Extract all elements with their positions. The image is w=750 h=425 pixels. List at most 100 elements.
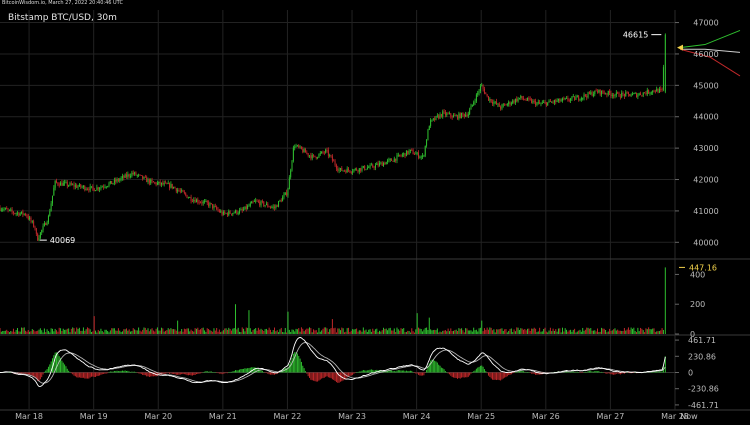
volume-bar	[169, 329, 171, 334]
volume-bar	[474, 330, 476, 334]
candle-body	[391, 159, 393, 161]
volume-bar	[236, 329, 238, 334]
macd-histogram-bar	[428, 363, 430, 373]
volume-bar	[174, 329, 176, 334]
candle-body	[619, 96, 621, 98]
macd-histogram-bar	[125, 370, 127, 373]
macd-histogram-bar	[411, 370, 413, 373]
macd-histogram-bar	[508, 372, 510, 376]
macd-histogram-bar	[64, 364, 66, 373]
volume-bar	[265, 328, 267, 334]
candle-body	[256, 200, 258, 202]
macd-histogram-bar	[111, 371, 113, 373]
volume-bar	[178, 331, 180, 334]
candle-body	[438, 115, 440, 119]
volume-bar	[310, 328, 312, 334]
macd-histogram-bar	[135, 372, 137, 373]
volume-bar	[470, 330, 472, 334]
macd-histogram-bar	[583, 371, 585, 373]
candle-body	[268, 206, 270, 208]
volume-bar	[282, 331, 284, 334]
volume-bar	[578, 330, 580, 334]
candle-body	[237, 213, 239, 214]
candle-body	[97, 187, 99, 190]
macd-histogram-bar	[654, 371, 656, 373]
volume-bar	[152, 330, 154, 334]
macd-histogram-bar	[76, 372, 78, 378]
candle-body	[115, 179, 117, 182]
volume-bar	[617, 329, 619, 334]
macd-histogram-bar	[290, 361, 292, 373]
macd-histogram-bar	[369, 369, 371, 373]
candle-body	[3, 209, 5, 210]
candle-body	[423, 155, 425, 157]
volume-bar	[527, 328, 529, 334]
volume-bar	[249, 328, 251, 334]
candle-body	[556, 100, 558, 102]
volume-bar	[291, 329, 293, 334]
macd-histogram-bar	[178, 372, 180, 375]
macd-histogram-bar	[623, 372, 625, 374]
candle-body	[506, 104, 508, 106]
volume-bar	[260, 328, 262, 334]
price-tick-label: 46000	[693, 50, 718, 59]
macd-histogram-bar	[439, 365, 441, 373]
macd-histogram-bar	[131, 371, 133, 373]
macd-histogram-bar	[271, 372, 273, 375]
candle-body	[395, 158, 397, 161]
volume-bar	[348, 327, 350, 334]
volume-bar	[27, 330, 29, 334]
volume-bar	[498, 329, 500, 334]
candle-body	[393, 158, 395, 162]
macd-histogram-bar	[45, 370, 47, 373]
candle-body	[31, 221, 33, 223]
volume-bar	[609, 328, 611, 334]
macd-histogram-bar	[613, 372, 615, 375]
volume-bar	[622, 330, 624, 334]
volume-bar	[311, 332, 313, 334]
macd-histogram-bar	[486, 372, 488, 374]
volume-bar	[213, 328, 215, 334]
macd-histogram-bar	[431, 359, 433, 373]
volume-bar	[4, 330, 6, 334]
candle-body	[447, 113, 449, 115]
candle-body	[128, 174, 130, 177]
volume-bar	[333, 328, 335, 334]
volume-bar	[299, 331, 301, 334]
x-tick-label: Mar 26	[532, 412, 560, 421]
candle-body	[282, 197, 284, 202]
candle-body	[64, 182, 66, 184]
candle-body	[23, 213, 25, 215]
volume-bar	[245, 327, 247, 334]
candle-body	[606, 93, 608, 95]
volume-bar	[298, 328, 300, 334]
macd-histogram-bar	[430, 360, 432, 373]
volume-bar	[189, 331, 191, 334]
macd-histogram-bar	[174, 372, 176, 375]
macd-histogram-bar	[78, 372, 80, 378]
candle-body	[178, 190, 180, 191]
volume-bar	[562, 327, 563, 334]
candle-body	[243, 209, 245, 211]
volume-bar	[244, 331, 246, 334]
macd-histogram-bar	[158, 372, 160, 376]
volume-bar	[645, 328, 647, 334]
macd-histogram-bar	[333, 372, 335, 380]
macd-histogram-bar	[208, 371, 210, 373]
volume-bar	[43, 328, 45, 334]
volume-bar	[614, 328, 616, 334]
volume-bar	[560, 332, 562, 334]
macd-histogram-bar	[657, 371, 659, 373]
volume-bar	[314, 330, 316, 334]
volume-bar	[150, 329, 152, 334]
candle-body	[269, 206, 271, 208]
volume-bar	[263, 331, 265, 334]
volume-bar	[490, 327, 492, 334]
volume-bar	[646, 329, 648, 334]
macd-histogram-bar	[622, 372, 624, 374]
candle-body	[96, 187, 98, 191]
axis-layer: Mar 18 Mar 19 Mar 20 Mar 21 Mar 22 Mar 23 Mar …	[15, 19, 719, 421]
volume-bar	[276, 330, 278, 334]
candle-body	[492, 101, 494, 104]
